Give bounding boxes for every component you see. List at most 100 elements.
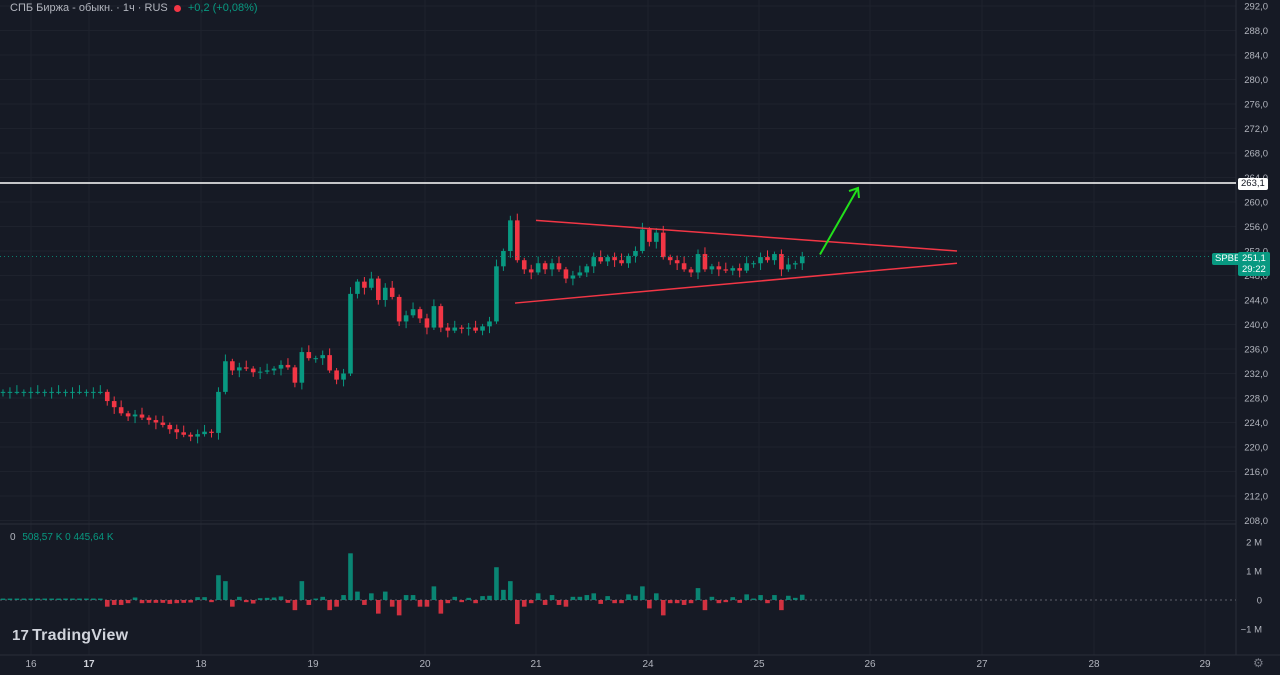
volume-bar: [264, 597, 270, 600]
price-tick-label: 220,0: [1244, 443, 1268, 454]
candle-body: [320, 355, 325, 359]
volume-tick-label: −1 M: [1241, 625, 1262, 636]
candle: [521, 257, 527, 274]
volume-bar: [320, 596, 325, 600]
candle-body: [758, 257, 763, 264]
candle-body: [7, 391, 13, 393]
candle-body: [70, 391, 75, 393]
price-tick-label: 232,0: [1244, 369, 1268, 380]
volume-bar: [431, 586, 437, 600]
candle-body: [640, 229, 645, 251]
candle: [730, 265, 736, 276]
candle: [271, 366, 277, 376]
candle: [660, 225, 666, 260]
candle-body: [153, 420, 159, 423]
candle: [389, 281, 395, 300]
volume-bar: [542, 600, 548, 605]
candle-body: [459, 327, 464, 329]
candle-body: [84, 391, 89, 393]
candle-body: [515, 220, 520, 261]
candle: [139, 407, 145, 421]
candle-body: [146, 417, 152, 421]
volume-legend[interactable]: 0 508,57 K 0 445,64 K: [10, 532, 114, 543]
candle-body: [647, 229, 652, 242]
candle-body: [355, 281, 360, 294]
volume-bar: [654, 593, 659, 600]
candle: [223, 354, 228, 395]
volume-bar: [521, 600, 527, 607]
candle-body: [376, 278, 381, 300]
volume-bar: [681, 600, 687, 605]
candle: [654, 228, 659, 249]
candle-body: [271, 368, 277, 371]
price-tick-label: 292,0: [1244, 2, 1268, 13]
candle: [681, 256, 687, 272]
candle: [237, 362, 242, 378]
candle: [181, 425, 186, 438]
candle-body: [605, 257, 610, 262]
candle-body: [688, 269, 694, 273]
candle-body: [445, 327, 451, 331]
volume-bar: [271, 597, 277, 600]
candle: [494, 259, 499, 324]
candle: [584, 263, 590, 278]
candle: [167, 422, 173, 434]
price-axis[interactable]: 292,0288,0284,0280,0276,0272,0268,0264,0…: [1244, 2, 1268, 528]
candle-body: [285, 364, 291, 368]
volume-bar: [765, 600, 770, 604]
symbol-title[interactable]: СПБ Биржа - обыкн. · 1ч · RUS: [10, 2, 168, 14]
volume-bar: [751, 598, 756, 600]
volume-bar: [56, 598, 61, 600]
drawings[interactable]: [514, 186, 958, 304]
candle-body: [716, 266, 722, 270]
time-tick-label: 19: [307, 659, 319, 670]
symbol-tag-text: SPBE: [1215, 253, 1241, 264]
volume-bar: [278, 596, 284, 600]
price-tick-label: 208,0: [1244, 516, 1268, 527]
candle-body: [674, 260, 680, 264]
volume-bar: [35, 598, 41, 600]
candle: [104, 389, 110, 406]
candle: [299, 347, 305, 390]
volume-bar: [695, 588, 701, 600]
volume-bar: [237, 596, 242, 600]
candle: [369, 271, 374, 291]
price-tick-label: 236,0: [1244, 345, 1268, 356]
volume-legend-values: 508,57 K 0 445,64 K: [22, 532, 114, 543]
time-tick-label: 25: [753, 659, 765, 670]
candle-body: [382, 287, 388, 300]
candle-body: [438, 306, 444, 328]
volume-bar: [334, 600, 339, 607]
time-axis[interactable]: 16 17 18 19 20 21 24 25 26 27 28 29: [25, 659, 1211, 670]
volume-bar: [709, 596, 715, 600]
price-tick-label: 228,0: [1244, 394, 1268, 405]
volume-bar: [779, 600, 784, 611]
volume-bar: [21, 598, 27, 600]
candle-body: [111, 401, 117, 408]
candle-body: [570, 275, 576, 279]
candle: [438, 303, 444, 333]
price-tick-label: 256,0: [1244, 222, 1268, 233]
candle-body: [737, 268, 742, 271]
symbol-header[interactable]: СПБ Биржа - обыкн. · 1ч · RUS +0,2 (+0,0…: [10, 2, 258, 14]
candle: [709, 263, 715, 274]
candle-body: [417, 309, 423, 319]
volume-bar: [42, 598, 47, 600]
candle-body: [494, 266, 499, 322]
tradingview-logo[interactable]: 17 TradingView: [12, 627, 128, 645]
settings-gear-icon[interactable]: ⚙: [1253, 656, 1264, 670]
volume-bar: [84, 598, 89, 600]
candle-body: [313, 358, 319, 360]
candle: [758, 252, 763, 270]
volume-bar: [195, 597, 200, 600]
volume-bar: [598, 600, 603, 604]
candle-body: [188, 434, 193, 437]
candle-body: [772, 254, 777, 261]
candle: [556, 256, 562, 272]
volume-bar: [619, 600, 624, 604]
candle-body: [424, 318, 430, 328]
candle-body: [0, 391, 6, 393]
volume-bar: [702, 600, 708, 611]
candle-body: [612, 257, 617, 261]
